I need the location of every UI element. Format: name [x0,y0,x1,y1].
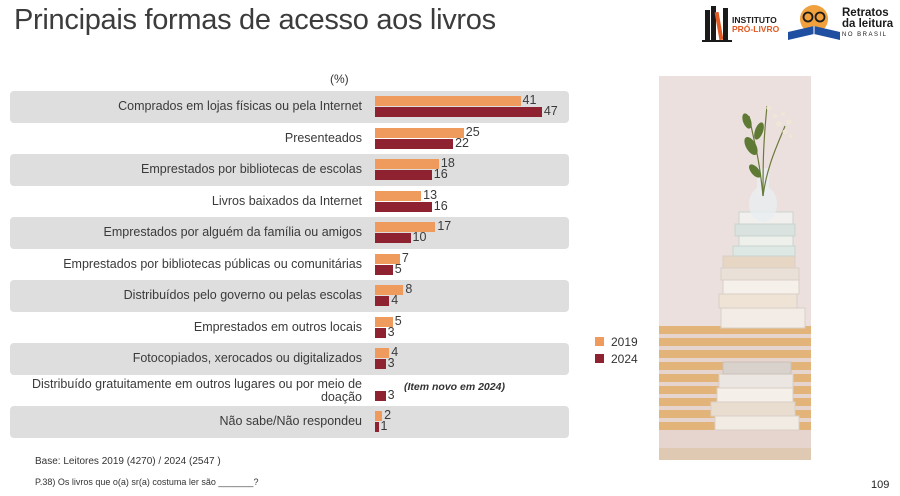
legend-label-2024: 2024 [611,351,638,366]
category-label: Distribuídos pelo governo ou pelas escol… [123,288,362,302]
bar-2019 [375,411,383,421]
bar-2024 [375,170,432,180]
new-item-note: (Item novo em 2024) [404,381,505,393]
bar-2024 [375,201,432,212]
category-label: Emprestados por bibliotecas públicas ou … [63,256,362,271]
category-label: Comprados em lojas físicas ou pela Inter… [118,99,362,113]
bar-2024 [375,359,386,369]
retratos-text: Retratos [842,7,889,19]
data-label-2019: 18 [440,156,455,170]
unit-label: (%) [330,72,349,86]
data-label-2024: 3 [387,356,395,370]
bar-2019 [375,127,464,138]
bar-2024 [375,233,411,243]
category-label: Fotocopiados, xerocados ou digitalizados [132,351,362,365]
data-label-2024: 3 [387,324,395,339]
retratos-da-leitura-logo: Retratos da leitura NO BRASIL [786,2,894,44]
bar-2019 [375,222,436,232]
page-number: 109 [871,479,890,491]
data-label-2019: 17 [437,219,452,233]
base-note: Base: Leitores 2019 (4270) / 2024 (2547 … [35,456,221,467]
data-label-2024: 10 [412,230,427,244]
data-label-2019: 8 [405,282,413,296]
data-label-2024: 1 [380,419,388,433]
category-label: Livros baixados da Internet [211,193,362,208]
data-label-2024: 16 [433,198,448,213]
legend-swatch-2019 [595,337,604,346]
bar-2019 [375,348,390,358]
bar-2024 [375,264,393,275]
bar-2024 [375,296,390,306]
data-label-2024: 16 [433,167,448,181]
bar-2024 [375,390,386,401]
bar-2019 [375,285,404,295]
da-leitura-text: da leitura [842,18,894,30]
data-label-2019: 13 [423,187,438,202]
data-label-2019: 2 [384,408,392,422]
row-band [10,217,569,249]
data-label-2024: 3 [387,387,395,402]
legend-label-2019: 2019 [611,334,638,349]
data-label-2024: 22 [455,135,469,150]
category-label: Presenteados [284,130,362,145]
bar-2019 [375,159,439,169]
chart-legend: 2019 2024 [595,333,638,367]
row-band [10,406,569,438]
books-vase-photo [659,76,811,460]
row-band [10,154,569,186]
page-title: Principais formas de acesso aos livros [14,4,496,36]
data-label-2019: 7 [401,250,409,265]
pro-livro-text: PRÓ-LIVRO [732,24,780,34]
bar-2019 [375,253,400,264]
reader-face-icon [788,5,840,40]
bar-2024 [375,107,542,117]
question-note: P.38) Os livros que o(a) sr(a) costuma l… [35,477,259,487]
books-icon [702,6,732,42]
bar-2024 [375,138,454,149]
bar-2024 [375,327,386,338]
legend-item-2019: 2019 [595,333,638,350]
data-label-2024: 47 [543,104,558,118]
category-label: Distribuído gratuitamente em outros luga… [31,376,362,404]
category-label: Emprestados em outros locais [193,319,362,334]
category-label: Não sabe/Não respondeu [219,414,362,428]
data-label-2019: 4 [391,345,399,359]
instituto-text: INSTITUTO [732,15,777,25]
bar-2019 [375,96,521,106]
data-label-2019: 41 [522,93,537,107]
category-label: Emprestados por bibliotecas de escolas [141,162,362,176]
data-label-2019: 25 [465,124,480,139]
row-band [10,343,569,375]
legend-swatch-2024 [595,354,604,363]
bar-2019 [375,316,393,327]
no-brasil-text: NO BRASIL [842,32,888,38]
data-label-2024: 4 [391,293,399,307]
data-label-2024: 5 [394,261,402,276]
bar-2019 [375,190,422,201]
data-label-2019: 5 [394,313,402,328]
row-band [10,280,569,312]
category-label: Emprestados por alguém da família ou ami… [103,225,362,239]
instituto-pro-livro-logo: INSTITUTO PRÓ-LIVRO [702,4,784,42]
bar-2024 [375,422,379,432]
legend-item-2024: 2024 [595,350,638,367]
